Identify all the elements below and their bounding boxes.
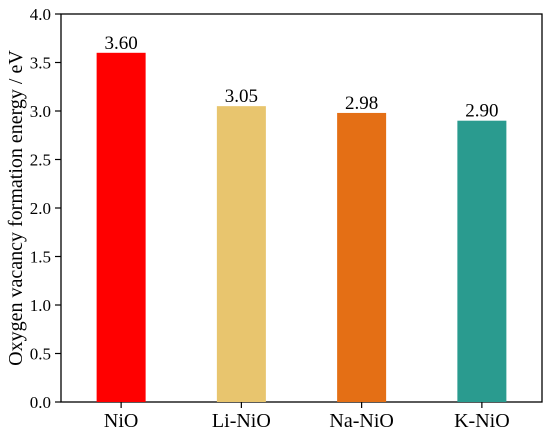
value-label: 3.60 xyxy=(105,33,138,54)
bar-k-nio xyxy=(457,120,507,402)
y-axis-title: Oxygen vacancy formation energy / eV xyxy=(5,50,27,366)
bar-nio xyxy=(96,52,146,403)
x-axis: NiO Li-NiO Na-NiO K-NiO xyxy=(104,402,510,432)
y-tick-label: 2.5 xyxy=(30,151,51,170)
value-labels-group: 3.60 3.05 2.98 2.90 xyxy=(105,33,499,122)
y-tick-label: 3.0 xyxy=(30,102,51,121)
y-tick-label: 1.0 xyxy=(30,296,51,315)
y-tick-label: 2.0 xyxy=(30,199,51,218)
bar-li-nio xyxy=(216,106,266,403)
bars-group xyxy=(96,52,507,403)
value-label: 2.98 xyxy=(345,93,378,114)
value-label: 3.05 xyxy=(225,86,258,107)
x-tick-label: Na-NiO xyxy=(329,410,393,432)
x-tick-label: K-NiO xyxy=(454,410,510,432)
y-tick-label: 4.0 xyxy=(30,5,51,24)
y-tick-label: 1.5 xyxy=(30,248,51,267)
y-tick-label: 0.5 xyxy=(30,345,51,364)
x-tick-label: Li-NiO xyxy=(212,410,271,432)
y-axis: 0.0 0.5 1.0 1.5 2.0 2.5 3.0 3.5 4.0 xyxy=(30,5,61,412)
y-tick-label: 0.0 xyxy=(30,393,51,412)
bar-na-nio xyxy=(337,112,387,402)
value-label: 2.90 xyxy=(465,101,498,122)
x-tick-label: NiO xyxy=(104,410,138,432)
y-tick-label: 3.5 xyxy=(30,54,51,73)
plot-area: 3.60 3.05 2.98 2.90 xyxy=(60,13,543,403)
